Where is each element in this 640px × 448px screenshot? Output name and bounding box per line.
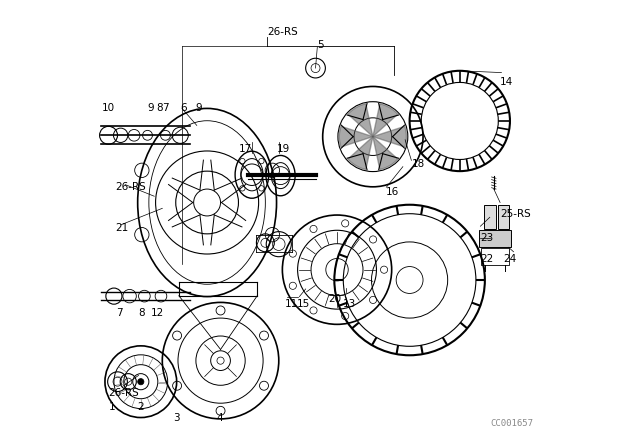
Text: 19: 19: [276, 144, 290, 154]
Text: 12: 12: [150, 308, 164, 318]
Polygon shape: [348, 137, 373, 169]
Text: 26-RS: 26-RS: [109, 388, 140, 398]
Text: 18: 18: [412, 159, 425, 168]
Text: 2: 2: [137, 402, 144, 412]
Text: 7: 7: [116, 308, 122, 318]
Text: 10: 10: [102, 103, 115, 113]
Text: 15: 15: [297, 299, 310, 309]
Bar: [481, 248, 509, 265]
Text: 8: 8: [138, 308, 145, 318]
Text: 20: 20: [328, 294, 341, 304]
Circle shape: [138, 379, 144, 385]
Bar: [484, 205, 496, 229]
Bar: [498, 205, 509, 229]
Text: 8: 8: [156, 103, 163, 113]
Text: 21: 21: [116, 223, 129, 233]
Text: 7: 7: [163, 103, 169, 113]
Bar: [479, 230, 511, 247]
Text: 26-RS: 26-RS: [267, 27, 298, 37]
Text: 14: 14: [500, 77, 513, 86]
Text: 22: 22: [481, 254, 493, 264]
Text: 13: 13: [342, 299, 356, 309]
Text: 25-RS: 25-RS: [500, 209, 531, 219]
Text: CC001657: CC001657: [490, 419, 533, 428]
Text: 17: 17: [239, 144, 252, 154]
Text: 24: 24: [503, 254, 516, 264]
Polygon shape: [373, 104, 398, 137]
Text: 4: 4: [216, 413, 223, 422]
Text: 11: 11: [285, 299, 298, 309]
Polygon shape: [373, 126, 406, 147]
Polygon shape: [339, 126, 373, 147]
Text: 16: 16: [387, 187, 399, 197]
Polygon shape: [373, 137, 398, 169]
Text: 26-RS: 26-RS: [116, 182, 147, 192]
Text: 9: 9: [147, 103, 154, 113]
Text: 1: 1: [109, 402, 115, 412]
Text: 23: 23: [481, 233, 493, 243]
Text: 6: 6: [180, 103, 187, 113]
Text: 5: 5: [317, 40, 324, 50]
Polygon shape: [348, 104, 373, 137]
Text: 3: 3: [173, 413, 180, 422]
Text: 9: 9: [195, 103, 202, 113]
